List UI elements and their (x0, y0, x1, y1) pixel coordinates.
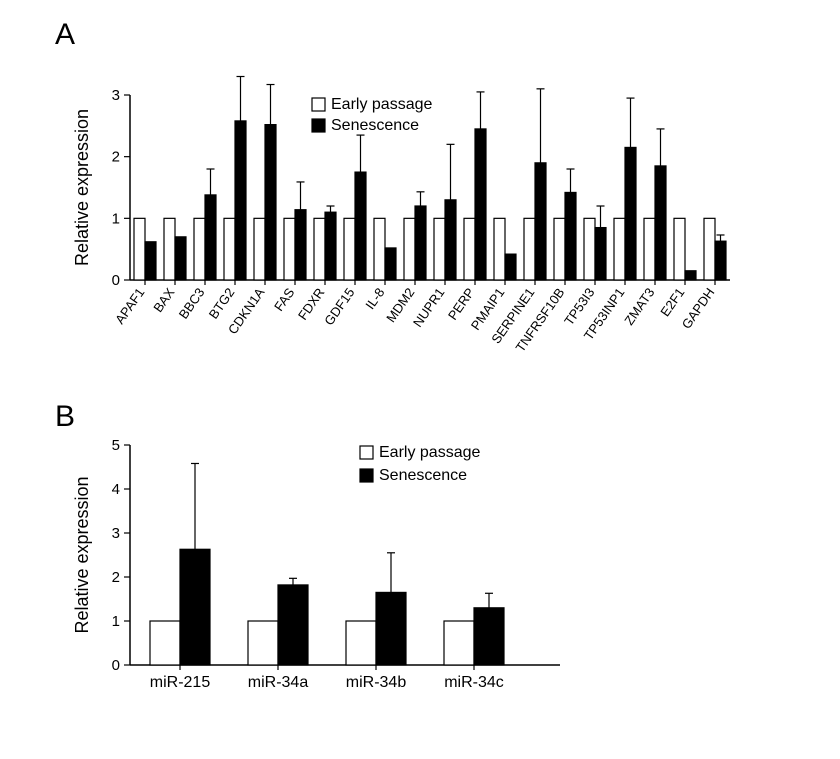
legend-swatch-senescence (360, 469, 373, 482)
bar-senescence (474, 608, 504, 665)
category-label: FAS (271, 285, 298, 314)
category-label: miR-34a (248, 674, 309, 691)
bar-early (284, 218, 295, 280)
bar-senescence (265, 125, 276, 280)
bar-senescence (175, 237, 186, 280)
bar-early (224, 218, 235, 280)
category-label: GDF15 (321, 285, 357, 328)
bar-early (164, 218, 175, 280)
ytick-label: 3 (112, 87, 120, 104)
bar-senescence (685, 271, 696, 280)
bar-senescence (655, 166, 666, 280)
bar-early (314, 218, 325, 280)
ytick-label: 0 (112, 657, 120, 674)
bar-senescence (385, 248, 396, 280)
legend-swatch-senescence (312, 119, 325, 132)
category-label: ZMAT3 (621, 285, 657, 328)
bar-early (444, 621, 474, 665)
category-label: APAF1 (112, 285, 147, 327)
legend-label-early: Early passage (379, 444, 480, 461)
bar-senescence (445, 200, 456, 280)
category-label: miR-34b (346, 674, 407, 691)
bar-early (584, 218, 595, 280)
bar-senescence (278, 585, 308, 665)
ytick-label: 1 (112, 210, 120, 227)
ytick-label: 2 (112, 149, 120, 166)
y-axis-label: Relative expression (72, 476, 92, 633)
bar-early (674, 218, 685, 280)
category-label: E2F1 (657, 285, 687, 319)
bar-early (150, 621, 180, 665)
ytick-label: 0 (112, 272, 120, 289)
bar-senescence (376, 592, 406, 665)
category-label: miR-34c (444, 674, 504, 691)
bar-early (374, 218, 385, 280)
bar-early (494, 218, 505, 280)
category-label: NUPR1 (410, 285, 448, 330)
ytick-label: 4 (112, 481, 120, 498)
bar-senescence (235, 121, 246, 280)
bar-senescence (505, 254, 516, 280)
legend-label-senescence: Senescence (331, 117, 419, 134)
bar-early (464, 218, 475, 280)
category-label: BBC3 (176, 285, 208, 321)
bar-early (254, 218, 265, 280)
chart-b: 0 1 2 3 4 5 Relative expression miR-215 miR-34a m… (0, 415, 700, 735)
bar-early (194, 218, 205, 280)
bar-early (614, 218, 625, 280)
bar-early (554, 218, 565, 280)
category-label: BAX (150, 285, 177, 315)
bar-early (434, 218, 445, 280)
bar-early (248, 621, 278, 665)
legend-label-early: Early passage (331, 96, 432, 113)
bar-early (644, 218, 655, 280)
bar-senescence (355, 172, 366, 280)
bar-early (346, 621, 376, 665)
chart-a: 0123Relative expressionAPAF1BAXBBC3BTG2C… (0, 40, 800, 395)
bar-senescence (295, 210, 306, 280)
bar-senescence (595, 228, 606, 280)
chart-b-svg: 0 1 2 3 4 5 Relative expression miR-215 miR-34a m… (0, 415, 700, 735)
ytick-label: 2 (112, 569, 120, 586)
legend-swatch-early (312, 98, 325, 111)
bar-senescence (180, 549, 210, 665)
legend-label-senescence: Senescence (379, 467, 467, 484)
bar-senescence (205, 195, 216, 280)
bar-early (704, 218, 715, 280)
bar-early (344, 218, 355, 280)
chart-a-svg: 0123Relative expressionAPAF1BAXBBC3BTG2C… (0, 40, 800, 395)
ytick-label: 3 (112, 525, 120, 542)
bar-senescence (715, 241, 726, 280)
bar-senescence (415, 206, 426, 280)
bar-early (404, 218, 415, 280)
bar-senescence (625, 147, 636, 280)
bar-senescence (145, 242, 156, 280)
bar-senescence (475, 129, 486, 280)
legend-swatch-early (360, 446, 373, 459)
category-label: miR-215 (150, 674, 211, 691)
ytick-label: 1 (112, 613, 120, 630)
category-label: IL-8 (362, 285, 387, 312)
y-axis-label: Relative expression (72, 109, 92, 266)
ytick-label: 5 (112, 437, 120, 454)
bar-early (524, 218, 535, 280)
bar-early (134, 218, 145, 280)
bar-senescence (325, 212, 336, 280)
bar-senescence (535, 163, 546, 280)
bar-senescence (565, 192, 576, 280)
